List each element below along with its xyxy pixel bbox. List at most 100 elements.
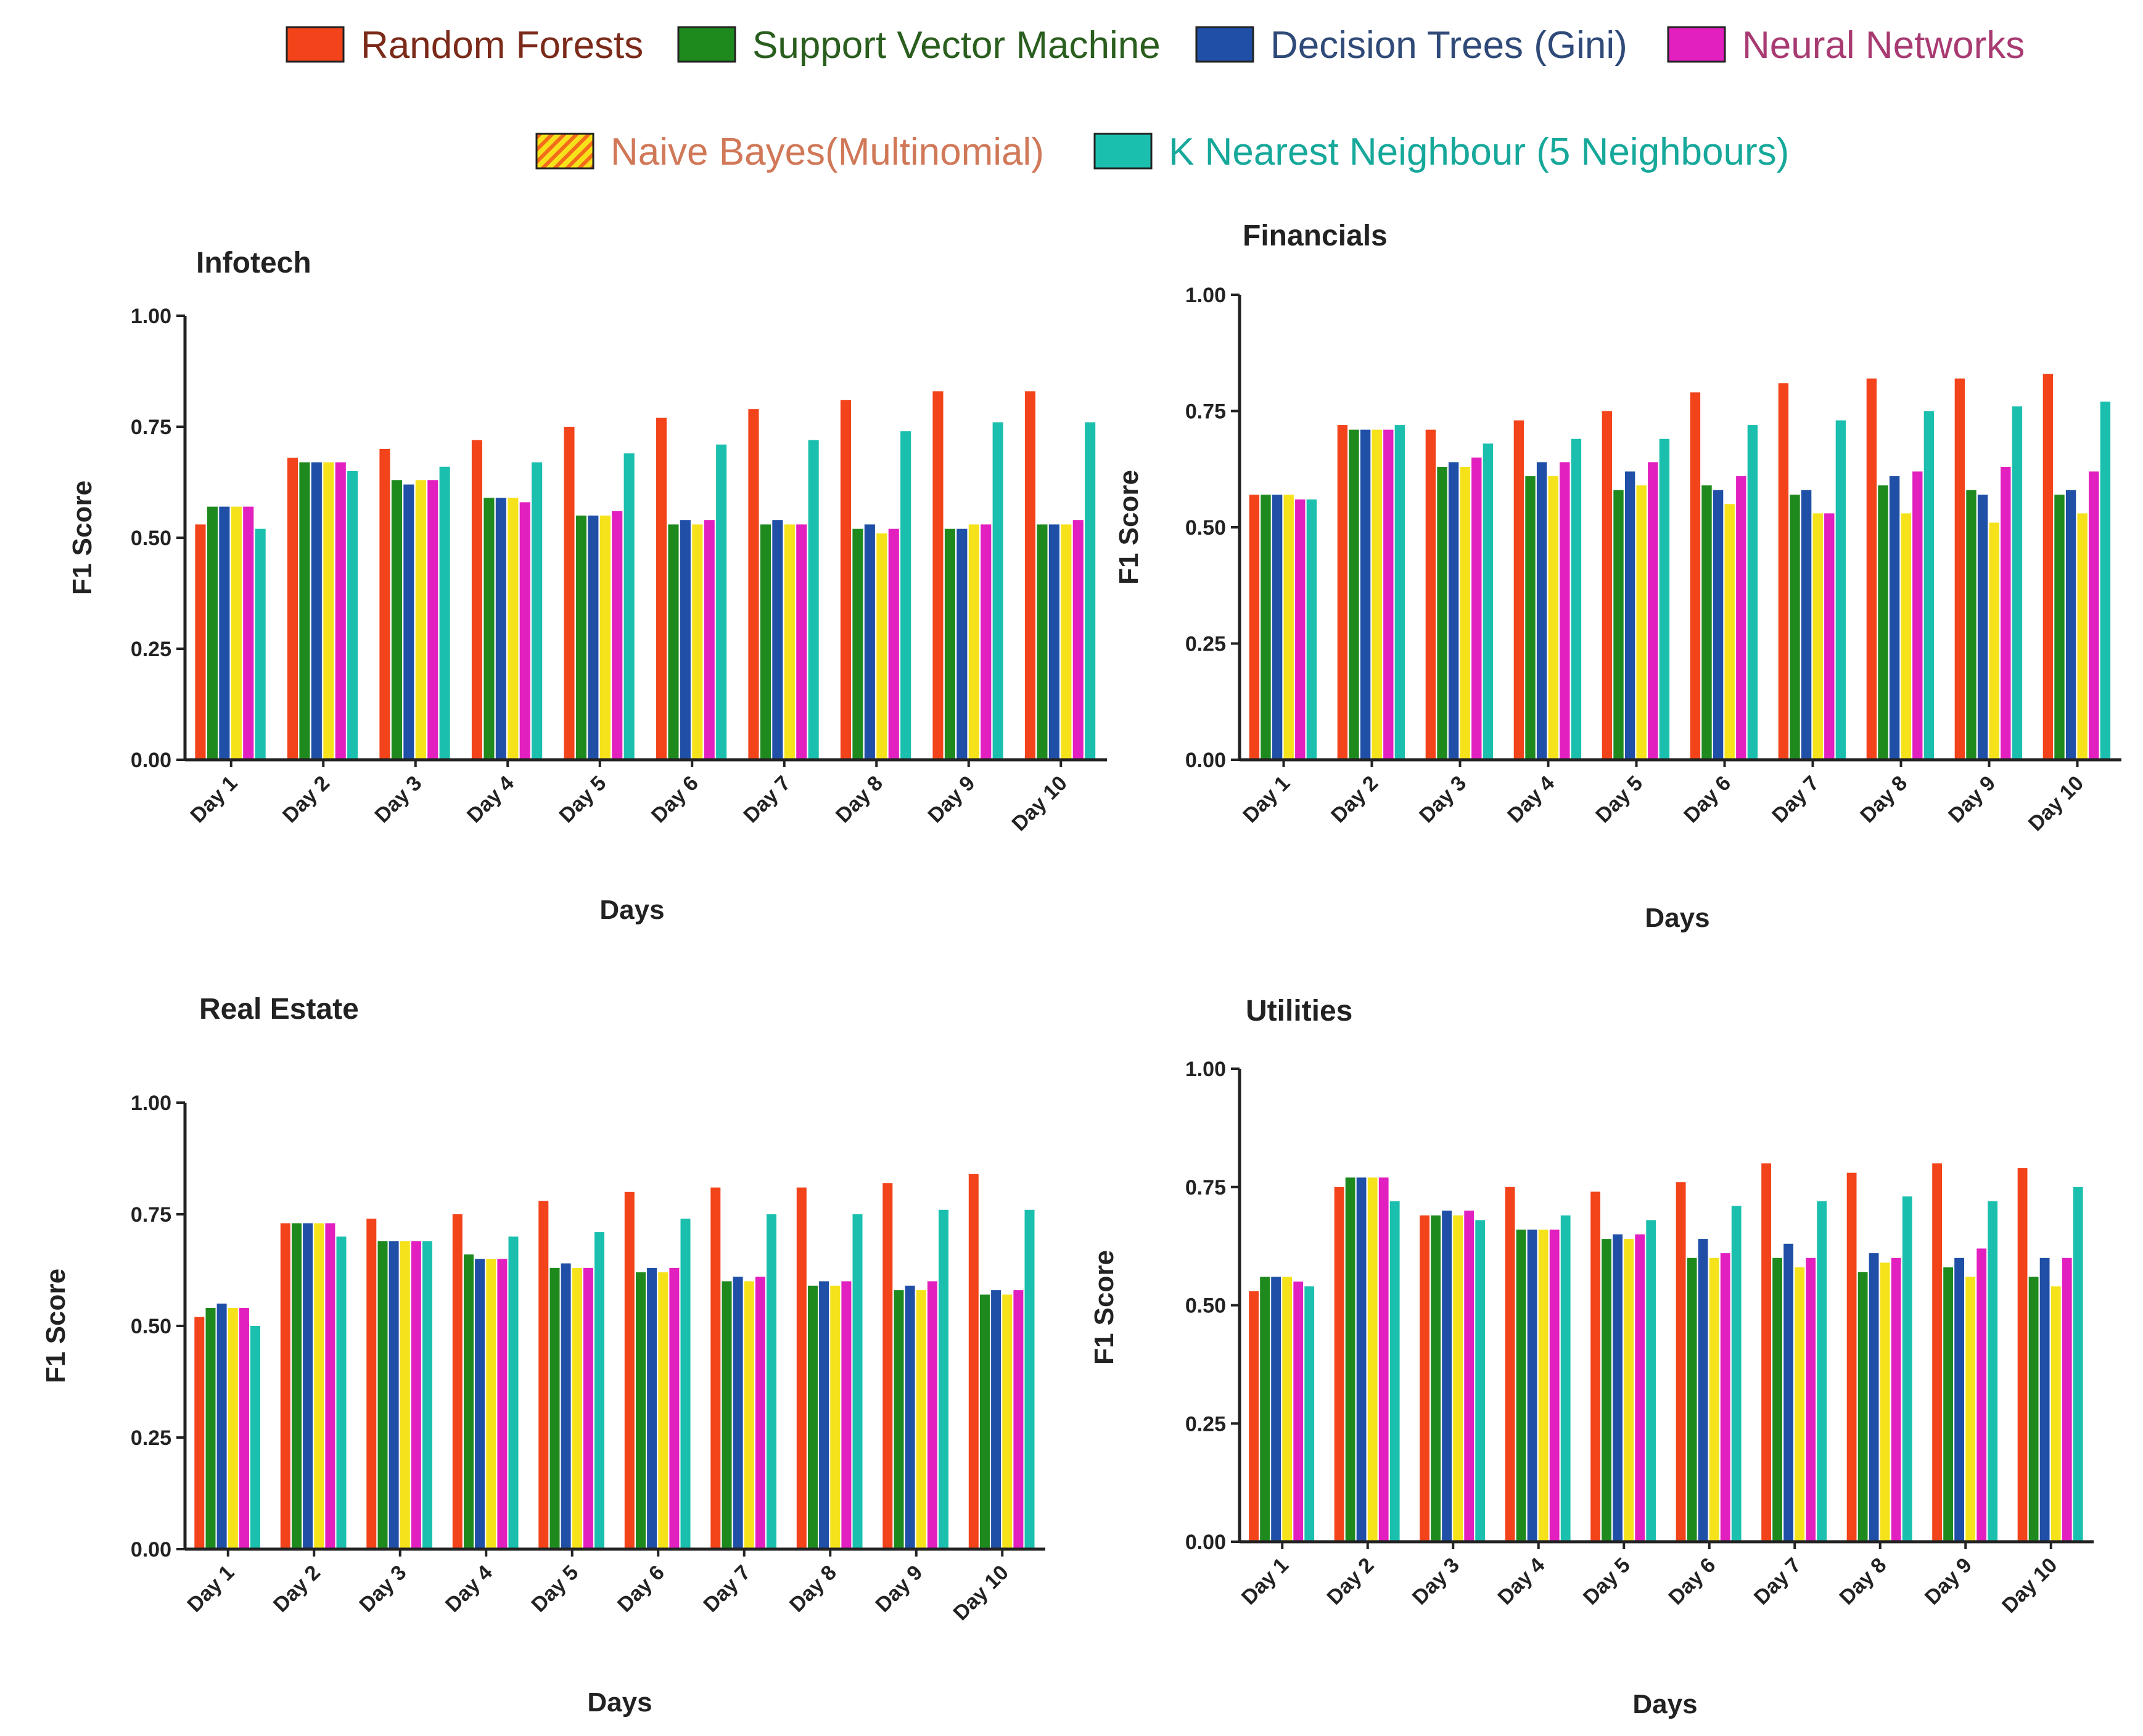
bar [1271, 1277, 1281, 1542]
bar [1306, 499, 1317, 760]
bar [772, 520, 783, 760]
y-tick-label: 1.00 [1185, 284, 1226, 307]
bar [1778, 383, 1789, 760]
legend-swatch [1093, 133, 1153, 170]
bar [336, 1236, 347, 1549]
bar [508, 498, 519, 760]
y-tick-label: 0.25 [1185, 633, 1226, 656]
y-axis-label: F1 Score [67, 480, 97, 595]
bar [680, 520, 691, 760]
bar [905, 1285, 915, 1549]
bar [1261, 495, 1271, 760]
legend-entry: K Nearest Neighbour (5 Neighbours) [1093, 131, 1789, 173]
y-axis-label: F1 Score [1089, 1250, 1119, 1365]
bar [1571, 438, 1582, 760]
bar [1394, 425, 1405, 760]
bar [497, 1259, 508, 1549]
legend-swatch [1667, 26, 1726, 63]
bar [2073, 1187, 2083, 1542]
bar [841, 1281, 852, 1549]
bar [669, 1267, 680, 1549]
bar [1560, 1215, 1571, 1542]
bar [1048, 524, 1059, 760]
chart-panel: Utilities 0.00 0.25 0.50 0.75 1.00 Day 1 Day 2 D… [1089, 995, 2094, 1719]
x-tick-label: Day 8 [785, 1561, 841, 1617]
bar [656, 418, 667, 760]
y-tick-label: 0.25 [1185, 1412, 1226, 1436]
bar [1709, 1257, 1719, 1542]
bar [624, 1191, 635, 1549]
bar [366, 1219, 377, 1549]
legend-label: K Nearest Neighbour (5 Neighbours) [1169, 131, 1789, 173]
x-tick-label: Day 8 [1835, 1553, 1891, 1610]
bar [1425, 429, 1436, 760]
bar [1420, 1215, 1429, 1542]
legend-swatch [535, 133, 594, 170]
bar [538, 1201, 549, 1549]
bar [1372, 429, 1382, 760]
bar [1880, 1262, 1890, 1542]
bar [1602, 1239, 1611, 1542]
bar [219, 506, 230, 760]
x-tick-label: Day 6 [647, 771, 703, 828]
bar [1902, 1196, 1912, 1542]
bar [1471, 457, 1482, 760]
y-tick-label: 0.75 [131, 1203, 171, 1227]
legend-entry: Random Forests [286, 24, 643, 67]
bar [755, 1277, 765, 1549]
x-tick-label: Day 10 [949, 1561, 1013, 1625]
bar [1720, 1253, 1730, 1542]
x-tick-label: Day 9 [1944, 771, 2000, 828]
bar [347, 471, 358, 760]
bar [1687, 1257, 1697, 1542]
bar [981, 524, 992, 760]
bar [704, 520, 715, 760]
bar [325, 1223, 335, 1549]
bar [1360, 429, 1371, 760]
bar [323, 462, 334, 760]
bar [1024, 1209, 1035, 1549]
x-tick-label: Day 5 [554, 771, 611, 828]
bar [1085, 422, 1096, 760]
bar [2001, 467, 2011, 760]
y-tick-label: 0.00 [131, 1538, 171, 1561]
x-tick-label: Day 7 [1767, 771, 1824, 828]
bar [583, 1267, 593, 1549]
bar [1282, 1277, 1293, 1542]
x-tick-label: Day 6 [1679, 771, 1735, 828]
bar [1932, 1163, 1942, 1542]
bar [287, 458, 298, 760]
x-tick-label: Day 10 [1997, 1553, 2062, 1618]
bar [1624, 1239, 1634, 1542]
bar [830, 1285, 841, 1549]
bar [882, 1183, 893, 1549]
x-tick-label: Day 2 [1322, 1553, 1378, 1610]
bar [2042, 374, 2054, 760]
chart-title: Financials [1243, 220, 1388, 252]
bar [1648, 462, 1658, 760]
bar [311, 462, 322, 760]
chart-title: Utilities [1246, 995, 1352, 1027]
bar [588, 516, 599, 760]
bar [1846, 1172, 1857, 1542]
bar [1889, 476, 1900, 760]
bar [1061, 524, 1072, 760]
bar [1701, 485, 1712, 760]
bar [1901, 513, 1911, 760]
bar [486, 1259, 496, 1549]
bar [991, 1290, 1002, 1549]
bar [195, 524, 206, 760]
bar [464, 1254, 474, 1549]
bar [1731, 1206, 1742, 1542]
bar [2017, 1168, 2028, 1542]
x-tick-label: Day 4 [441, 1561, 497, 1617]
y-tick-label: 0.50 [131, 1315, 171, 1338]
bar [303, 1223, 313, 1549]
bar [228, 1308, 238, 1549]
x-tick-label: Day 5 [527, 1561, 583, 1617]
bar [636, 1272, 646, 1549]
bar [1334, 1187, 1344, 1542]
bar [1283, 495, 1294, 760]
bar [1464, 1211, 1475, 1542]
bar [1989, 522, 1999, 760]
